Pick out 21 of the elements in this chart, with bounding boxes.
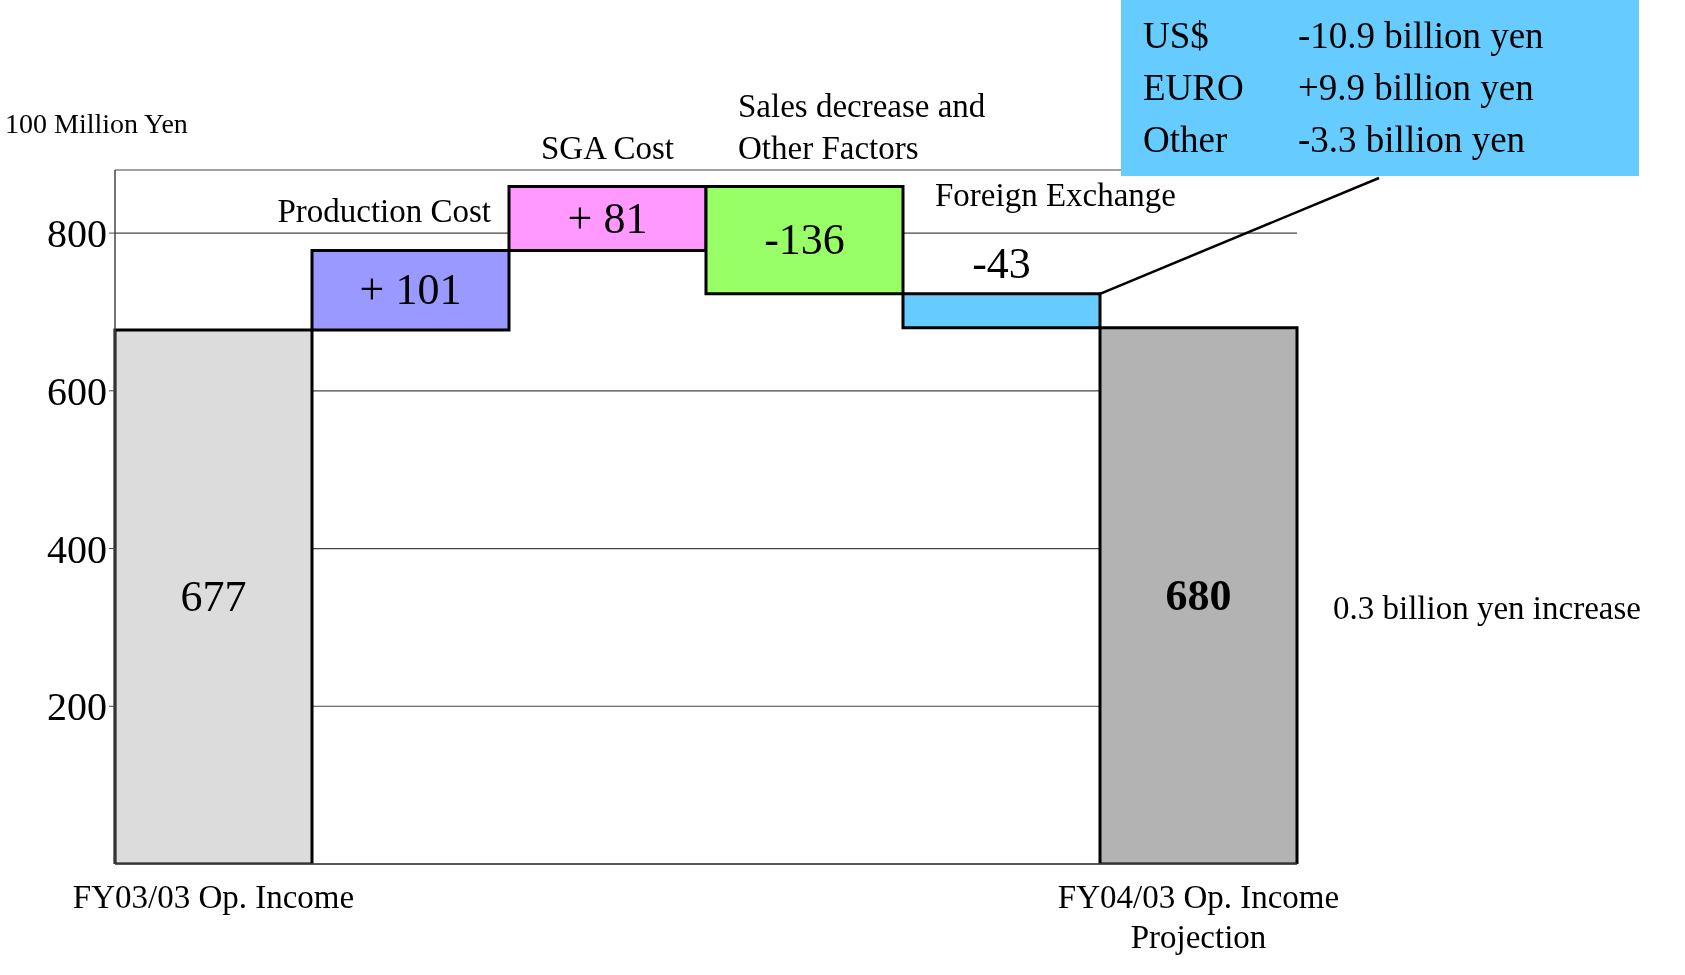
y-tick-label: 200: [47, 684, 107, 730]
y-tick-label: 600: [47, 369, 107, 415]
x-tick-label: Production Cost: [277, 193, 491, 230]
data-label: -43: [972, 238, 1031, 288]
x-tick-label: FY04/03 Op. Income Projection: [1057, 879, 1340, 955]
data-label: + 101: [359, 265, 462, 315]
y-tick-label: 800: [47, 211, 107, 257]
y-tick-label: 400: [47, 526, 107, 572]
x-tick-label: FY03/03 Op. Income: [72, 879, 355, 915]
data-label: + 81: [567, 193, 648, 243]
x-tick-label: SGA Cost: [541, 129, 674, 166]
text: 0.3 billion yen increase: [1333, 590, 1641, 627]
data-label: 677: [180, 572, 247, 622]
data-label: 680: [1165, 570, 1232, 620]
text: EURO +9.9 billion yen: [1143, 67, 1534, 108]
text: US$ -10.9 billion yen: [1143, 15, 1544, 56]
x-tick-label: Sales decrease and Other Factors: [738, 87, 986, 166]
x-tick-label: Foreign Exchange: [935, 176, 1177, 213]
text: Other -3.3 billion yen: [1143, 119, 1526, 160]
data-label: -136: [764, 215, 845, 265]
y-axis-title: 100 Million Yen: [5, 108, 188, 140]
